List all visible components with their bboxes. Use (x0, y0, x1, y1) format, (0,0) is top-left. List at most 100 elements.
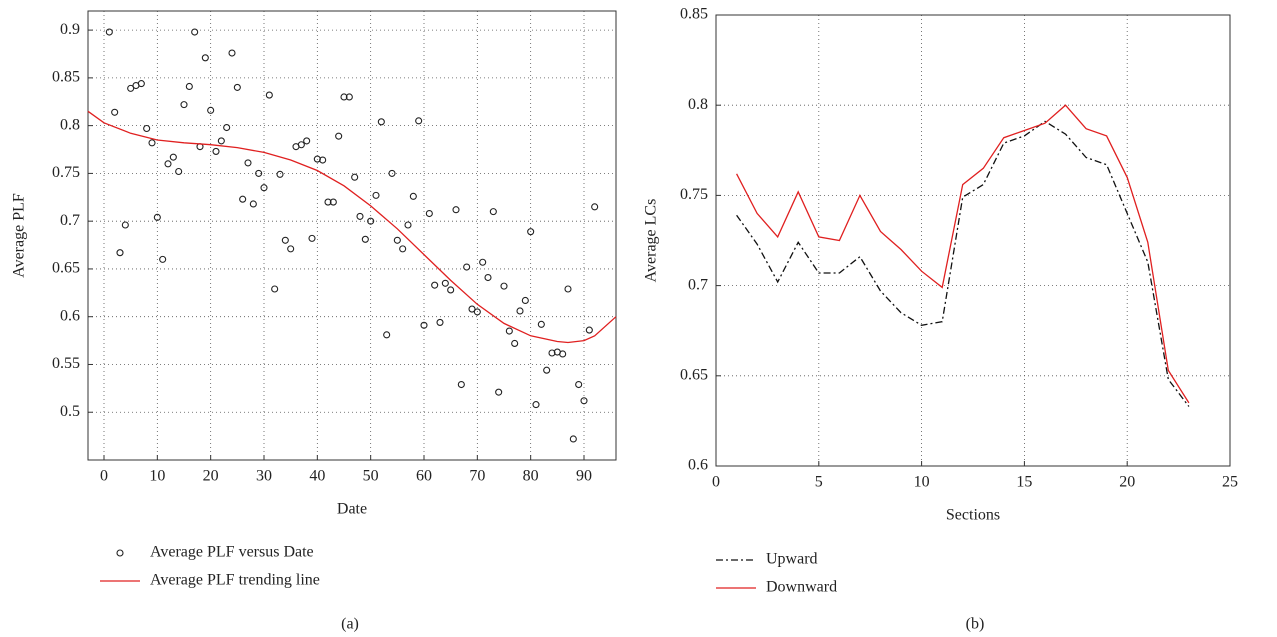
x-axis-label: Sections (946, 507, 1000, 524)
scatter-point (228, 49, 236, 57)
scatter-point (543, 366, 551, 374)
scatter-point (591, 203, 599, 211)
y-tick-label: 0.85 (52, 69, 80, 86)
scatter-point (159, 255, 167, 263)
scatter-point (153, 213, 161, 221)
scatter-point (532, 401, 540, 409)
scatter-point (249, 200, 257, 208)
scatter-point (319, 156, 327, 164)
x-tick-label: 0 (100, 468, 108, 485)
scatter-point (207, 106, 215, 114)
scatter-point (217, 137, 225, 145)
scatter-point (148, 139, 156, 147)
scatter-point (463, 263, 471, 271)
scatter-point (308, 234, 316, 242)
x-tick-label: 90 (576, 468, 592, 485)
scatter-point (457, 380, 465, 389)
scatter-point (569, 435, 577, 443)
scatter-point (399, 245, 407, 253)
scatter-point (564, 285, 572, 293)
x-tick-label: 70 (469, 468, 485, 485)
scatter-point (441, 279, 449, 287)
plot-frame (715, 14, 1231, 467)
scatter-point (388, 169, 396, 177)
x-tick-label: 5 (815, 474, 823, 491)
y-tick-label: 0.8 (688, 96, 708, 113)
panel: 0.5 0.55 0.6 0.65 0.7 0.75 0.8 0.85 0.9 0 10 20 30 40… (11, 10, 617, 633)
scatter-point (436, 318, 444, 326)
legend-symbol (116, 549, 124, 557)
x-tick-label: 0 (712, 474, 720, 491)
panel: 0.6 0.65 0.7 0.75 0.8 0.85 0 5 10 15 20 25 Sections A… (643, 6, 1238, 633)
scatter-point (372, 191, 380, 199)
scatter-point (431, 281, 439, 289)
scatter-point (335, 132, 343, 140)
scatter-point (559, 350, 567, 358)
y-tick-label: 0.9 (60, 21, 80, 38)
scatter-point (271, 285, 279, 293)
scatter-point (244, 159, 252, 167)
scatter-point (281, 236, 289, 244)
y-axis-label: Average LCs (643, 199, 660, 283)
x-tick-label: 40 (309, 468, 325, 485)
scatter-point (484, 273, 492, 282)
scatter-point (276, 170, 284, 178)
x-tick-label: 80 (523, 468, 539, 485)
scatter-point (511, 339, 519, 348)
scatter-point (521, 296, 529, 305)
series-line (87, 110, 617, 344)
scatter-point (329, 198, 337, 206)
scatter-point (537, 320, 545, 328)
series-line (736, 104, 1190, 404)
scatter-point (180, 101, 188, 109)
scatter-point (260, 184, 268, 192)
scatter-point (324, 198, 332, 206)
scatter-point (169, 153, 177, 161)
plot-frame (87, 10, 617, 461)
scatter-point (580, 397, 588, 405)
caption: (a) (341, 616, 359, 633)
scatter-point (121, 221, 129, 229)
y-tick-label: 0.6 (60, 307, 80, 324)
x-tick-label: 10 (914, 474, 930, 491)
x-axis-label: Date (337, 501, 367, 518)
y-tick-label: 0.55 (52, 355, 80, 372)
x-tick-label: 50 (363, 468, 379, 485)
legend-label: Average PLF trending line (150, 572, 320, 589)
scatter-point (212, 147, 220, 155)
scatter-point (340, 93, 348, 101)
scatter-point (447, 286, 455, 294)
scatter-point (345, 93, 353, 101)
y-tick-label: 0.75 (680, 186, 708, 203)
scatter-point (516, 307, 524, 315)
y-axis-label: Average PLF (11, 193, 28, 278)
scatter-point (116, 249, 124, 257)
y-tick-label: 0.75 (52, 164, 80, 181)
y-tick-label: 0.65 (680, 366, 708, 383)
scatter-point (452, 206, 460, 214)
scatter-point (409, 192, 417, 200)
legend-label: Downward (766, 579, 837, 596)
scatter-point (287, 245, 295, 253)
scatter-point (164, 160, 172, 168)
scatter-point (105, 28, 113, 36)
y-tick-label: 0.8 (60, 116, 80, 133)
scatter-point (575, 380, 583, 389)
scatter-point (297, 141, 305, 149)
scatter-point (425, 209, 433, 218)
scatter-point (495, 388, 503, 396)
y-tick-label: 0.5 (60, 403, 80, 420)
scatter-point (223, 123, 231, 132)
x-tick-label: 20 (203, 468, 219, 485)
scatter-point (473, 308, 481, 316)
y-tick-label: 0.65 (52, 260, 80, 277)
scatter-point (527, 228, 535, 236)
scatter-point (356, 212, 364, 220)
scatter-point (233, 83, 241, 91)
scatter-point (361, 235, 369, 243)
y-tick-label: 0.6 (688, 457, 708, 474)
scatter-point (468, 305, 476, 313)
scatter-point (351, 173, 359, 181)
scatter-point (143, 124, 151, 133)
